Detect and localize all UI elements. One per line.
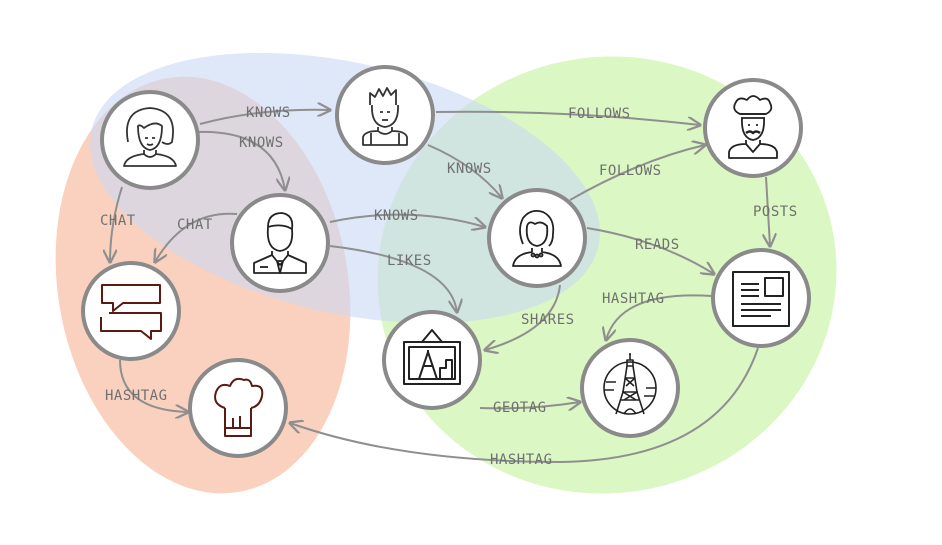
edges: [110, 110, 770, 464]
edge-likes: [329, 245, 457, 312]
label-geotag: GEOTAG: [493, 400, 547, 416]
label-hashtag-3: HASHTAG: [490, 452, 553, 468]
edge-knows-2: [197, 130, 285, 190]
label-likes: LIKES: [387, 253, 432, 269]
label-hashtag-2: HASHTAG: [105, 388, 168, 404]
edge-hashtag-3: [290, 347, 759, 464]
edge-hashtag-2: [119, 359, 188, 412]
label-follows-1: FOLLOWS: [568, 106, 631, 122]
edge-labels: KNOWS KNOWS FOLLOWS KNOWS FOLLOWS CHAT C…: [100, 105, 798, 468]
label-posts: POSTS: [753, 204, 798, 220]
chat-bubbles-icon: [100, 284, 162, 340]
businessman-icon: [253, 212, 307, 274]
label-chat-1: CHAT: [100, 213, 136, 229]
node-article[interactable]: [711, 248, 811, 348]
label-knows-3: KNOWS: [447, 161, 492, 177]
node-man[interactable]: [335, 65, 435, 165]
node-chef-hat[interactable]: [188, 358, 288, 458]
node-chef[interactable]: [703, 78, 803, 178]
woman-icon: [123, 107, 177, 167]
eiffel-tower-icon: [603, 353, 657, 415]
edge-chat-2: [155, 212, 238, 262]
node-chat[interactable]: [81, 261, 181, 361]
node-businessman[interactable]: [230, 193, 330, 293]
label-follows-2: FOLLOWS: [599, 163, 662, 179]
edge-follows-2: [569, 145, 705, 201]
label-knows-4: KNOWS: [374, 208, 419, 224]
newspaper-icon: [732, 271, 790, 327]
woman-icon: [512, 209, 562, 267]
edge-knows-3: [427, 144, 502, 198]
node-woman-short[interactable]: [487, 188, 587, 288]
label-chat-2: CHAT: [177, 217, 213, 233]
node-picture[interactable]: [382, 310, 482, 410]
edge-chat-1: [110, 186, 123, 262]
chef-icon: [728, 95, 778, 159]
chef-hat-icon: [214, 377, 264, 437]
edge-shares: [485, 284, 561, 350]
label-knows-1: KNOWS: [246, 105, 291, 121]
label-hashtag-1: HASHTAG: [602, 291, 665, 307]
edge-knows-4: [329, 213, 485, 227]
edge-posts: [766, 176, 770, 246]
label-knows-2: KNOWS: [239, 135, 284, 151]
eiffel-picture-icon: [403, 329, 461, 385]
edge-hashtag-1: [606, 294, 713, 340]
node-woman[interactable]: [100, 90, 200, 190]
edge-geotag: [479, 402, 580, 408]
label-shares: SHARES: [521, 312, 575, 328]
edge-knows-1: [199, 110, 330, 125]
man-icon: [362, 87, 408, 146]
edge-follows-1: [435, 110, 700, 125]
node-eiffel[interactable]: [580, 338, 680, 438]
edge-reads: [586, 227, 714, 274]
label-reads: READS: [635, 237, 680, 253]
